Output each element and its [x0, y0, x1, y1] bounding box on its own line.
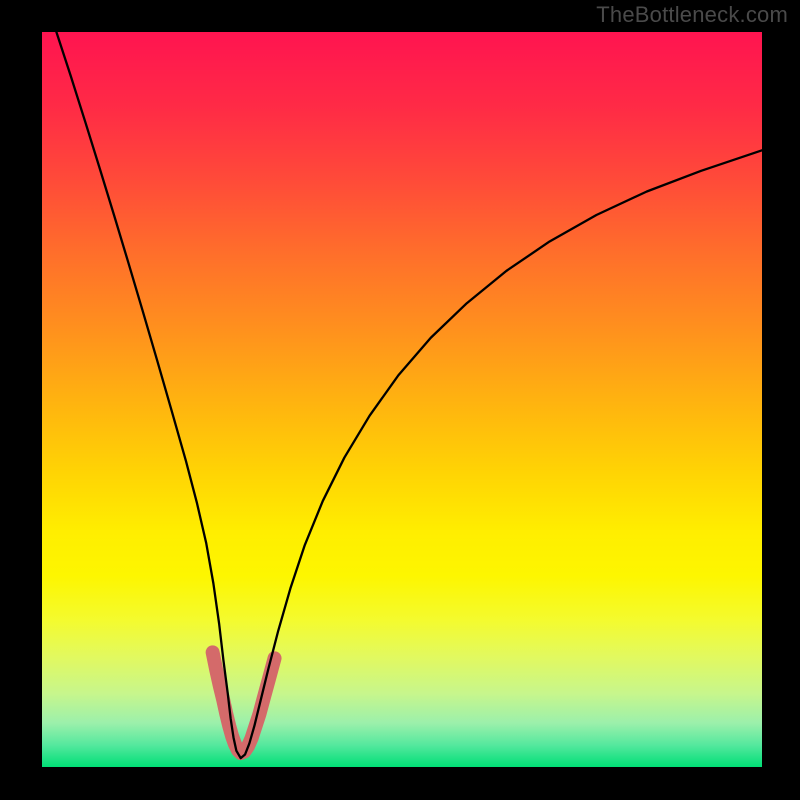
plot-background-gradient — [42, 32, 762, 767]
chart-stage: TheBottleneck.com — [0, 0, 800, 800]
watermark-text: TheBottleneck.com — [596, 2, 788, 28]
bottleneck-chart — [0, 0, 800, 800]
